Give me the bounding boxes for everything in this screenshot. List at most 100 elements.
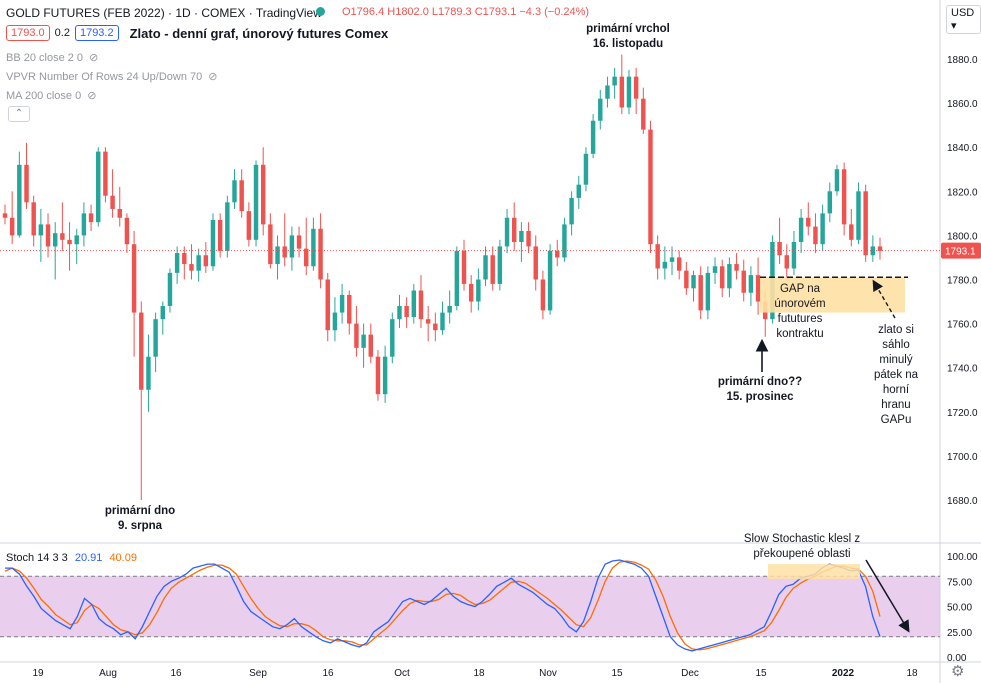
indicator-vpvr[interactable]: VPVR Number Of Rows 24 Up/Down 70 ⊘ [6, 70, 218, 84]
candle-body [167, 272, 173, 306]
buy-button[interactable]: 1793.2 [74, 25, 119, 41]
touch-label: hranu [881, 399, 910, 411]
candle-body [217, 219, 223, 251]
candle [626, 70, 632, 115]
candle-body [2, 213, 8, 218]
eye-off-icon[interactable]: ⊘ [89, 52, 99, 64]
candle-body [404, 305, 409, 317]
indicator-bb[interactable]: BB 20 close 2 0 ⊘ [6, 51, 99, 65]
eye-off-icon[interactable]: ⊘ [87, 90, 97, 102]
indicator-ma[interactable]: MA 200 close 0 ⊘ [6, 89, 97, 103]
candle-body [174, 253, 180, 273]
candle [390, 312, 395, 364]
candle-body [669, 257, 675, 262]
arrow-stoch [865, 559, 910, 633]
candle-body [583, 153, 589, 185]
price-tick-label: 1800.0 [947, 231, 978, 242]
stoch-k-line [5, 559, 881, 652]
candle-body [17, 164, 22, 236]
time-tick-label: 15 [755, 668, 767, 679]
candle-body [461, 250, 467, 284]
candle-body [533, 246, 538, 280]
candle [490, 246, 495, 291]
candle [232, 169, 237, 209]
candle-body [124, 217, 130, 245]
time-tick-label: Dec [681, 668, 699, 679]
candle [870, 235, 876, 262]
candle-body [877, 246, 883, 251]
currency-select[interactable]: USD ▾ [946, 5, 981, 34]
candle [468, 275, 474, 313]
candle [698, 266, 703, 320]
gap-label: fututures [778, 313, 823, 325]
candle-body [24, 164, 29, 203]
candle [583, 147, 589, 192]
candle [239, 169, 244, 218]
candle [325, 272, 330, 342]
candle-body [96, 151, 101, 223]
candle [533, 235, 538, 291]
settings-gear-icon[interactable]: ⚙ [951, 663, 965, 680]
stoch-note-label: překoupené oblasti [753, 548, 850, 560]
chevron-down-icon: ▾ [951, 20, 957, 32]
candle [289, 226, 295, 271]
candle-body [232, 180, 237, 203]
candle [153, 312, 158, 373]
candle-body [633, 76, 639, 99]
candle [504, 208, 510, 254]
chart-title: Zlato - denní graf, únorový futures Come… [129, 25, 389, 41]
candle [339, 283, 345, 324]
candle-body [332, 312, 338, 331]
candle [476, 268, 481, 311]
candle [38, 208, 44, 262]
candle-body [38, 224, 44, 236]
candle [849, 208, 854, 247]
candle-body [153, 319, 158, 357]
candle [798, 208, 804, 254]
candle [246, 202, 252, 247]
candle-body [296, 235, 302, 249]
price-tick-label: 1880.0 [947, 55, 978, 66]
eye-off-icon[interactable]: ⊘ [208, 71, 218, 83]
candle-body [282, 246, 287, 258]
time-tick-label: Aug [99, 668, 117, 679]
candle-body [569, 197, 574, 225]
price-axis: 1880.0 1860.0 1840.0 1820.0 1800.0 1780.0 1760… [941, 55, 981, 664]
candle [806, 202, 811, 236]
candle [483, 246, 488, 287]
candle-body [856, 191, 861, 240]
candle-body [225, 202, 230, 251]
candle [282, 213, 287, 267]
candle-body [210, 219, 216, 267]
candle [182, 246, 187, 280]
candle [52, 222, 58, 280]
candle [633, 67, 639, 115]
candle-body [576, 184, 581, 198]
candle [662, 246, 668, 280]
candle-body [490, 255, 495, 284]
candle [375, 350, 381, 401]
price-tick-label: 1680.0 [947, 496, 978, 507]
candle [361, 323, 366, 368]
candle-body [268, 224, 273, 265]
touch-label: horní [883, 384, 910, 396]
candle [612, 67, 617, 99]
gap-label: únorovém [774, 298, 825, 310]
candle [425, 305, 431, 342]
candle [576, 175, 581, 209]
collapse-icon[interactable]: ⌃ [8, 106, 30, 122]
candle [96, 147, 101, 227]
candle [526, 222, 531, 254]
candle [210, 213, 216, 271]
ohlc-readout: O1796.4 H1802.0 L1789.3 C1793.1 −4.3 (−0… [342, 6, 590, 18]
candle-body [719, 266, 725, 289]
candle-body [806, 217, 811, 227]
candle-body [52, 233, 58, 247]
sell-button[interactable]: 1793.0 [6, 25, 50, 41]
candle-body [390, 319, 395, 357]
candle [268, 213, 273, 269]
candle [641, 87, 646, 134]
candle-body [81, 213, 87, 236]
candle-body [382, 356, 388, 395]
